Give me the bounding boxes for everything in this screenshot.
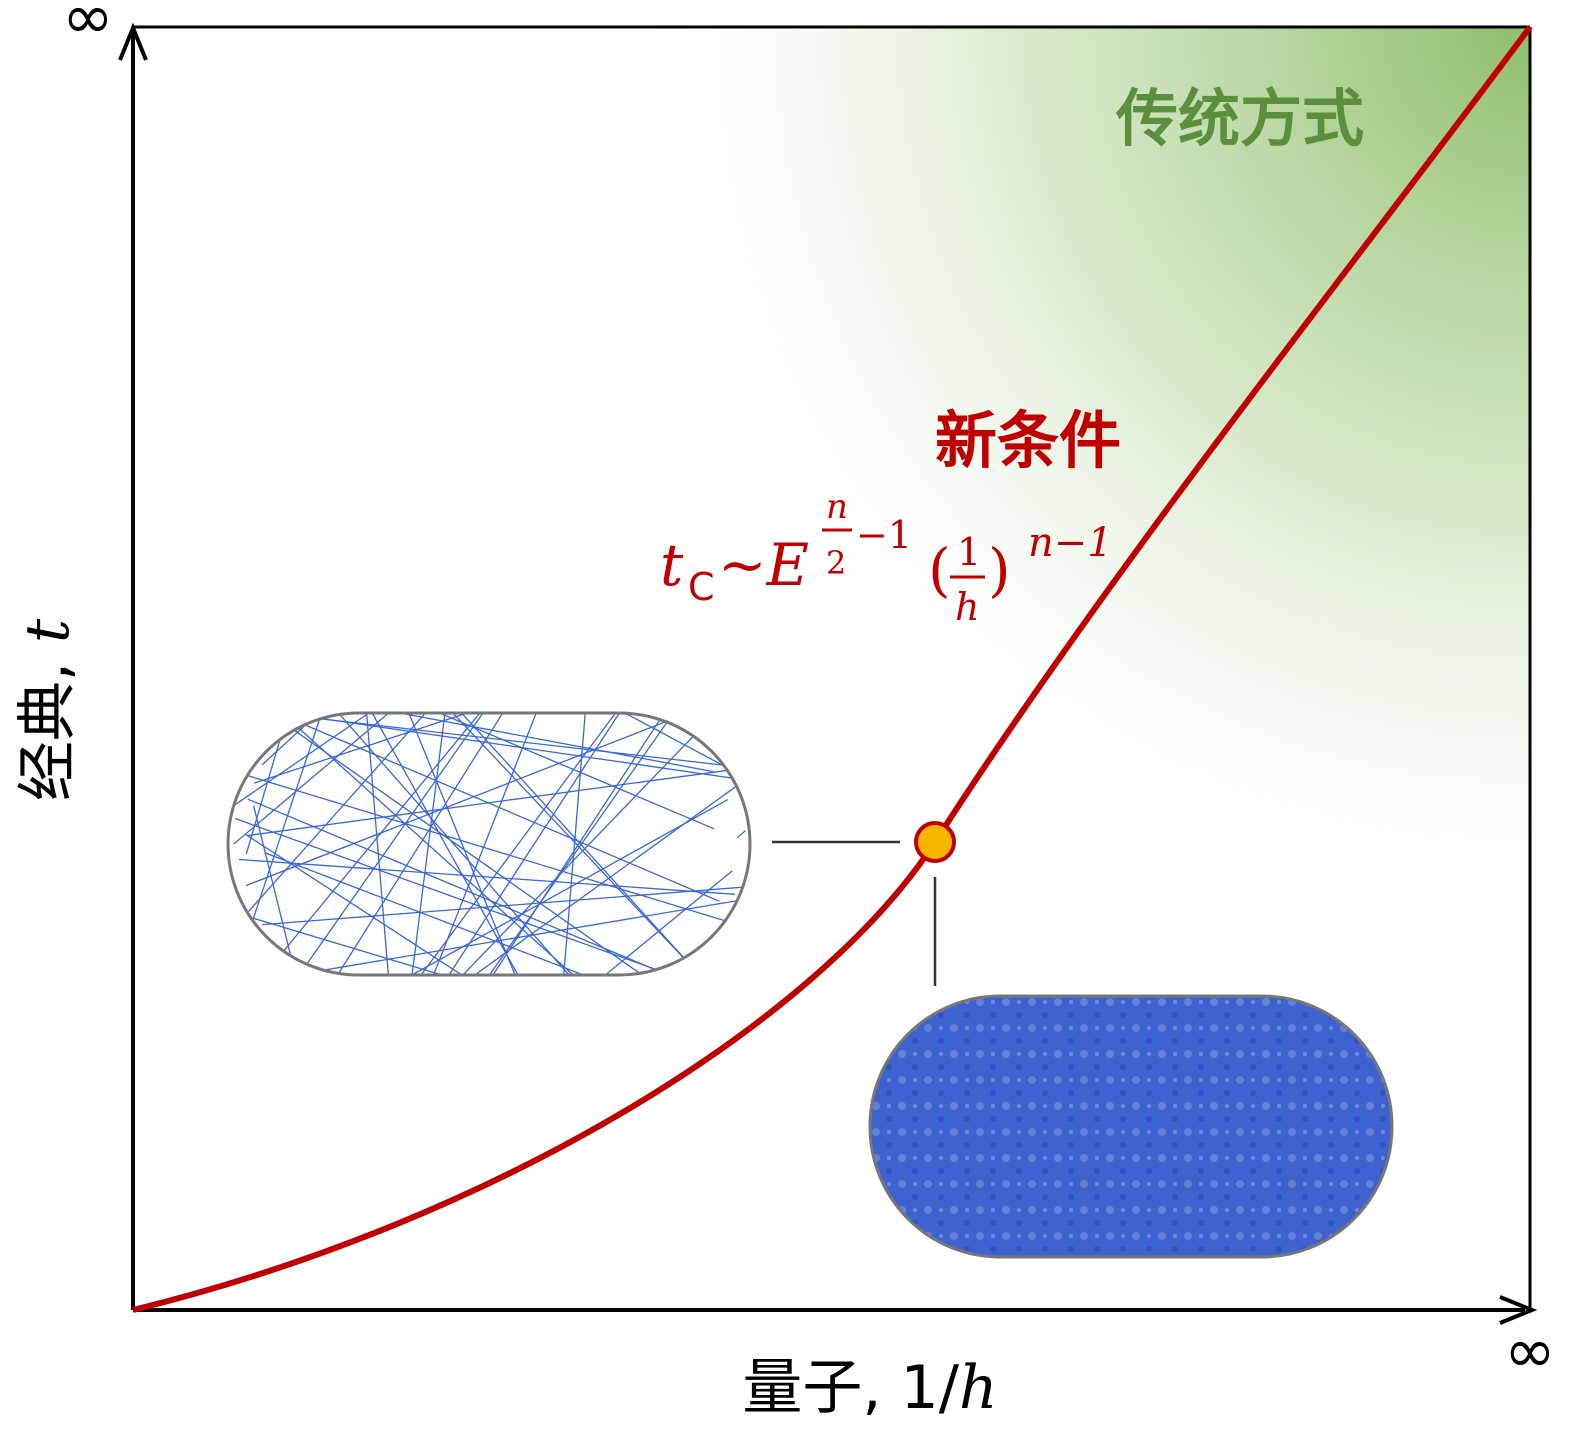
trajectory — [298, 713, 484, 975]
label-var: h — [959, 1353, 998, 1423]
trajectory — [432, 713, 537, 975]
new-condition-label: 新条件 — [935, 404, 1121, 477]
traditional-label: 传统方式 — [1115, 82, 1364, 155]
trajectory — [624, 713, 721, 765]
formula-part: n — [826, 487, 848, 527]
trajectory — [365, 713, 389, 975]
arrow — [1499, 1295, 1538, 1325]
trajectory — [448, 713, 620, 975]
label-text: 量子, 1/ — [742, 1353, 959, 1423]
quantum-billiard — [868, 994, 1394, 1259]
trajectory — [248, 768, 739, 837]
trajectory — [269, 713, 643, 975]
trajectory — [232, 713, 370, 807]
y-infinity: ∞ — [62, 0, 114, 53]
trajectory — [239, 858, 735, 895]
trajectory — [269, 713, 731, 767]
trajectory — [245, 834, 463, 975]
trajectory — [234, 817, 672, 975]
trajectory — [336, 713, 504, 975]
formula-part: 2 — [826, 544, 846, 582]
formula-part: −1 — [856, 513, 912, 557]
formula-part: C — [688, 565, 715, 609]
label-text: 经典, — [13, 643, 83, 801]
trajectory — [439, 713, 715, 830]
trajectory — [244, 774, 726, 922]
classical-billiard — [232, 713, 749, 975]
trajectory — [736, 830, 746, 839]
formula-part: ( — [928, 536, 951, 604]
y-axis-label: 经典, t — [13, 618, 83, 801]
trajectory — [263, 713, 481, 975]
stadium-outline — [226, 711, 752, 977]
arrow — [118, 22, 148, 61]
trajectory — [411, 798, 729, 975]
trajectory — [408, 713, 516, 975]
formula-part: h — [955, 585, 979, 629]
trajectory — [245, 713, 689, 887]
trajectory — [474, 785, 737, 975]
trajectory — [488, 713, 675, 975]
trajectory — [462, 713, 717, 975]
trajectory — [238, 713, 426, 924]
x-infinity: ∞ — [1504, 1314, 1556, 1387]
trajectory — [411, 713, 446, 975]
trajectory — [461, 713, 700, 975]
trajectory — [281, 713, 574, 975]
trajectory — [282, 713, 749, 782]
formula-part: ) — [988, 536, 1011, 604]
trajectory — [337, 713, 570, 975]
trajectory — [264, 852, 584, 975]
trajectory — [420, 713, 617, 975]
trajectory — [247, 798, 669, 975]
formula-part: n−1 — [1028, 520, 1113, 566]
trajectory — [371, 713, 519, 975]
formula-part: t — [660, 531, 684, 599]
trajectory — [250, 713, 323, 925]
trajectory — [399, 713, 714, 773]
formula: t C ~E n 2 −1 ( 1 h ) n−1 — [660, 487, 1113, 629]
formula-part: 1 — [957, 530, 981, 574]
formula-part: ~E — [718, 531, 809, 599]
marker — [914, 821, 956, 863]
trajectory — [240, 913, 443, 975]
trajectory — [294, 900, 736, 975]
trajectory — [563, 713, 586, 975]
label-var: t — [13, 618, 83, 643]
trajectory — [233, 713, 390, 845]
x-axis-label: 量子, 1/h — [742, 1353, 997, 1423]
